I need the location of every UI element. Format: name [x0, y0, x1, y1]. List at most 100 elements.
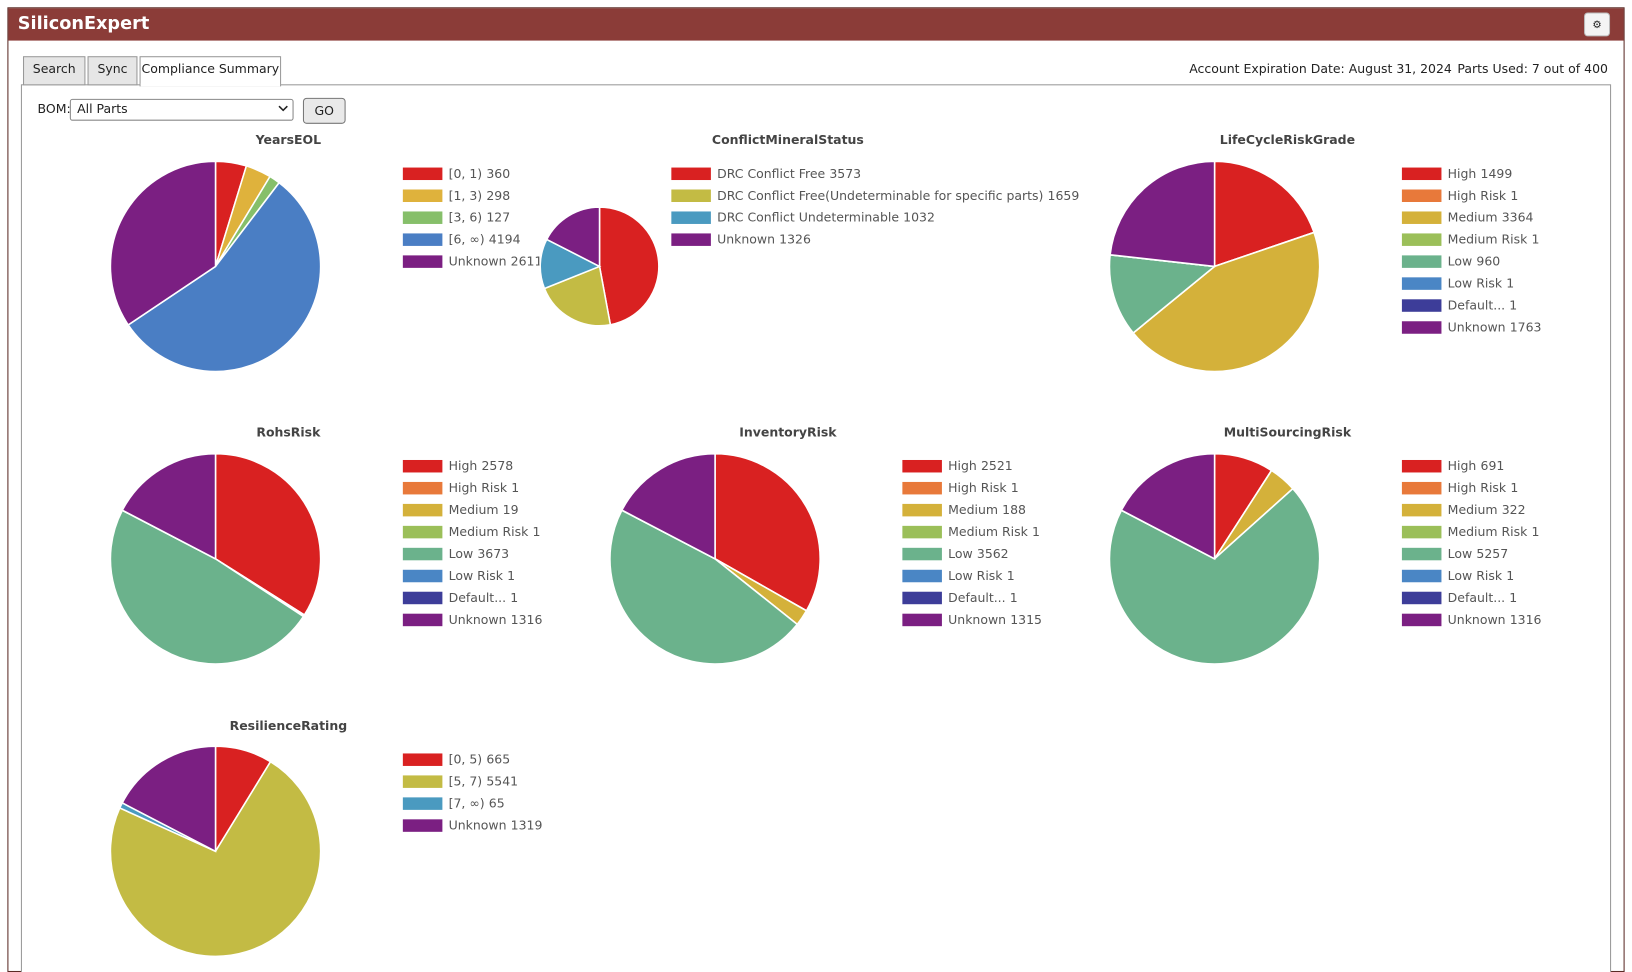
legend-value: 1 [1007, 568, 1015, 583]
legend-swatch [402, 819, 443, 832]
legend-entry: Unknown 1316 [449, 611, 543, 626]
legend-label: Medium Risk [948, 524, 1028, 539]
legend-value: 2578 [481, 458, 513, 473]
legend-value: 1 [532, 524, 540, 539]
chart-title: InventoryRisk [739, 424, 837, 439]
legend-label: Medium [1448, 502, 1498, 517]
legend-label: Low [449, 546, 474, 561]
legend-value: 1 [1032, 524, 1040, 539]
legend-swatch [1401, 321, 1442, 334]
legend-label: Low [1448, 253, 1473, 268]
legend-swatch [402, 797, 443, 810]
legend-label: Low Risk [1448, 275, 1503, 290]
legend-label: Medium [1448, 209, 1498, 224]
bom-select[interactable] [69, 98, 294, 121]
legend-entry: [6, ∞) 4194 [449, 231, 521, 246]
app-title: SiliconExpert [18, 14, 150, 34]
legend-entry: High 2521 [948, 458, 1013, 473]
legend-label: [7, ∞) [449, 795, 485, 810]
legend-value: 1 [1509, 589, 1517, 604]
legend-entry: High 691 [1448, 458, 1505, 473]
legend-value: 5541 [486, 773, 518, 788]
tab-label[interactable]: Sync [97, 61, 127, 76]
legend-swatch [402, 547, 443, 561]
legend-swatch [1401, 503, 1442, 517]
legend-label: Medium [449, 502, 499, 517]
pie-slice [109, 760, 322, 958]
legend-value: 4194 [489, 231, 521, 246]
legend-value: 5257 [1476, 546, 1508, 561]
legend-entry: Medium 19 [449, 502, 519, 517]
legend-value: 3573 [829, 165, 861, 180]
legend-value: 188 [1002, 502, 1026, 517]
pie-slice [620, 452, 716, 561]
legend-value: 3364 [1502, 209, 1534, 224]
legend-swatch [402, 459, 443, 473]
legend-swatch [1401, 547, 1442, 561]
tab[interactable] [22, 56, 86, 86]
tab-label[interactable]: Search [33, 61, 76, 76]
legend-entry: Low 3673 [449, 546, 509, 561]
legend-swatch [402, 753, 443, 766]
legend-label: Low Risk [449, 568, 504, 583]
legend-entry: [1, 3) 298 [449, 187, 511, 202]
chart-title: YearsEOL [255, 132, 321, 147]
legend-label: Unknown [449, 611, 507, 626]
legend-swatch [402, 591, 443, 605]
legend-entry: Low Risk 1 [1448, 275, 1514, 290]
legend-label: Low [1448, 546, 1473, 561]
tab-label[interactable]: Compliance Summary [142, 61, 280, 76]
legend-label: [3, 6) [449, 209, 483, 224]
go-button[interactable] [302, 97, 346, 124]
legend-label: Unknown [449, 817, 507, 832]
settings-icon: ⚙ [1592, 19, 1601, 31]
legend-value: 1499 [1481, 165, 1513, 180]
chart-title: ResilienceRating [230, 718, 348, 733]
tab[interactable] [87, 56, 138, 86]
legend-swatch [671, 167, 711, 181]
settings-button[interactable] [1584, 12, 1611, 37]
legend-label: Medium Risk [1448, 231, 1528, 246]
legend-entry: Low Risk 1 [1448, 568, 1514, 583]
legend-value: 65 [489, 795, 505, 810]
legend-entry: Unknown 1326 [717, 231, 811, 246]
legend-label: Unknown [449, 253, 507, 268]
legend-value: 1 [1510, 187, 1518, 202]
legend-label: [5, 7) [449, 773, 483, 788]
legend-value: 360 [486, 165, 510, 180]
legend-entry: [0, 5) 665 [449, 751, 511, 766]
legend-entry: [0, 1) 360 [449, 165, 511, 180]
legend-value: 1319 [511, 817, 543, 832]
legend-label: Default... [1448, 589, 1505, 604]
legend-value: 1 [1506, 568, 1514, 583]
pie-slice [545, 206, 601, 268]
legend-label: Medium Risk [1448, 524, 1528, 539]
pie-slice [1108, 487, 1321, 665]
pie-slice [109, 509, 305, 665]
legend-value: 1326 [779, 231, 811, 246]
legend-entry: Medium Risk 1 [948, 524, 1040, 539]
legend-swatch [402, 167, 443, 181]
legend-swatch [402, 211, 443, 224]
pie-slice [1120, 452, 1216, 561]
legend-entry: DRC Conflict Free(Undeterminable for spe… [717, 187, 1079, 202]
legend-value: 2611 [511, 253, 543, 268]
go-button-label[interactable]: GO [315, 103, 335, 118]
legend-label: Low Risk [948, 568, 1003, 583]
legend-entry: High 2578 [449, 458, 514, 473]
legend-label: High Risk [1448, 480, 1507, 495]
chart-title: RohsRisk [256, 424, 321, 439]
legend-label: DRC Conflict Undeterminable [717, 209, 899, 224]
pie-slice [121, 452, 217, 561]
legend-entry: DRC Conflict Undeterminable 1032 [717, 209, 935, 224]
legend-entry: Default... 1 [1448, 589, 1518, 604]
legend-value: 1 [1510, 480, 1518, 495]
tab-active[interactable] [139, 56, 282, 87]
legend-entry: Medium Risk 1 [449, 524, 541, 539]
legend-label: [6, ∞) [449, 231, 485, 246]
legend-entry: Default... 1 [948, 589, 1018, 604]
legend-swatch [1401, 569, 1442, 583]
pie-slice [109, 160, 217, 327]
legend-value: 1 [1506, 275, 1514, 290]
